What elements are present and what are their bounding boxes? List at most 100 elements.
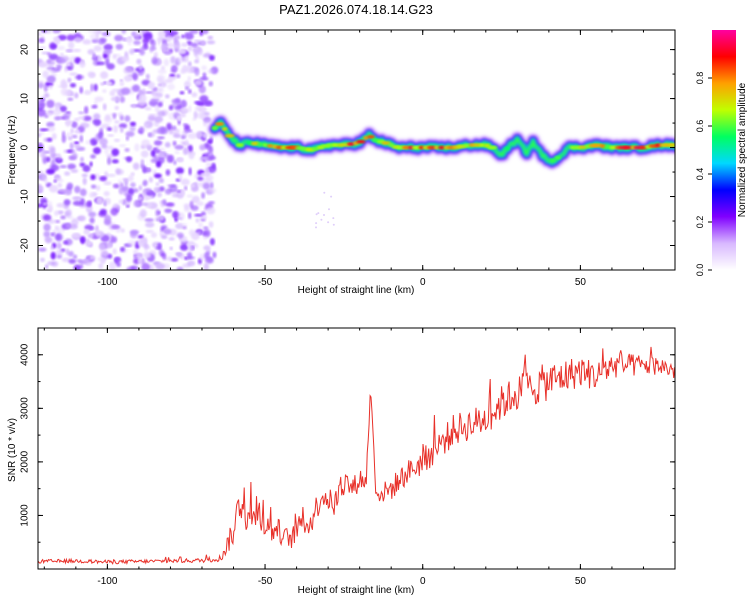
noise-blob xyxy=(202,30,209,35)
noise-blob xyxy=(187,76,191,82)
noise-blob xyxy=(47,126,56,132)
noise-blob xyxy=(83,90,92,95)
noise-blob xyxy=(77,116,86,120)
noise-blob xyxy=(89,33,98,40)
noise-blob xyxy=(150,232,157,238)
noise-blob xyxy=(81,173,88,178)
noise-blob xyxy=(121,30,127,34)
noise-blob xyxy=(90,174,96,181)
noise-blob xyxy=(68,41,75,50)
noise-blob xyxy=(121,185,129,192)
noise-blob xyxy=(168,237,175,241)
noise-blob xyxy=(47,69,56,74)
ridge-peak xyxy=(388,143,395,147)
noise-blob xyxy=(125,131,135,137)
noise-blob xyxy=(79,86,84,94)
noise-blob xyxy=(50,43,57,49)
noise-blob xyxy=(152,170,157,175)
noise-blob xyxy=(180,135,186,140)
noise-blob xyxy=(195,106,202,111)
scatter-speck xyxy=(323,191,326,194)
noise-blob xyxy=(167,76,177,81)
noise-blob xyxy=(84,106,89,114)
scatter-speck xyxy=(330,195,333,198)
noise-blob xyxy=(72,196,82,201)
noise-blob xyxy=(145,229,154,234)
noise-blob xyxy=(48,85,53,90)
noise-blob xyxy=(157,110,166,117)
noise-blob xyxy=(111,159,119,164)
noise-blob xyxy=(38,80,44,84)
noise-blob xyxy=(38,108,46,117)
noise-blob xyxy=(55,233,64,242)
noise-blob xyxy=(176,252,182,258)
noise-blob xyxy=(188,105,192,113)
noise-blob xyxy=(171,211,180,219)
noise-blob xyxy=(56,254,63,259)
noise-blob xyxy=(186,66,194,74)
noise-blob xyxy=(79,162,86,167)
noise-blob xyxy=(176,56,185,64)
noise-blob xyxy=(110,236,118,243)
noise-blob xyxy=(209,55,215,61)
noise-blob xyxy=(191,152,196,155)
noise-blob xyxy=(47,261,56,266)
noise-blob xyxy=(99,137,108,145)
noise-blob xyxy=(143,32,153,41)
noise-blob xyxy=(138,64,143,71)
noise-blob xyxy=(176,232,184,239)
noise-blob xyxy=(143,252,152,259)
noise-blob xyxy=(43,214,52,221)
spectrogram-frame xyxy=(37,29,676,271)
ridge-peak xyxy=(479,143,485,147)
noise-blob xyxy=(149,38,154,44)
y-tick-label: 1000 xyxy=(20,504,31,527)
noise-blob xyxy=(134,143,140,152)
noise-blob xyxy=(38,170,44,175)
noise-blob xyxy=(153,140,163,146)
noise-blob xyxy=(169,246,173,250)
noise-blob xyxy=(61,257,71,263)
noise-blob xyxy=(186,252,193,260)
noise-blob xyxy=(72,48,82,53)
noise-blob xyxy=(135,252,143,261)
noise-blob xyxy=(100,71,109,79)
noise-blob xyxy=(54,210,59,216)
noise-blob xyxy=(162,199,167,206)
noise-blob xyxy=(48,53,59,60)
noise-blob xyxy=(129,229,139,235)
noise-blob xyxy=(209,181,214,190)
colorbar-tick-label: 0.2 xyxy=(695,216,705,229)
ridge-peak xyxy=(381,141,391,145)
ridge-peak xyxy=(434,145,440,150)
noise-blob xyxy=(119,144,126,148)
noise-blob xyxy=(94,96,104,102)
noise-blob xyxy=(191,232,200,241)
noise-blob xyxy=(171,193,179,198)
noise-blob xyxy=(180,99,187,108)
ridge-peak xyxy=(262,143,268,147)
noise-blob xyxy=(129,121,137,127)
noise-blob xyxy=(158,87,164,93)
noise-blob xyxy=(56,58,67,64)
colorbar-tick-label: 0.6 xyxy=(695,120,705,133)
noise-blob xyxy=(56,249,64,255)
noise-field xyxy=(38,30,219,270)
noise-blob xyxy=(61,135,66,144)
noise-blob xyxy=(188,167,192,176)
noise-blob xyxy=(202,182,211,190)
noise-blob xyxy=(168,105,174,111)
noise-blob xyxy=(165,36,173,42)
noise-blob xyxy=(195,218,200,223)
noise-blob xyxy=(113,54,121,57)
ridge-peak xyxy=(221,127,228,131)
ridge-peak xyxy=(569,145,576,150)
noise-blob xyxy=(140,46,149,50)
noise-blob xyxy=(97,131,104,139)
noise-blob xyxy=(74,141,80,145)
noise-blob xyxy=(56,203,66,208)
noise-blob xyxy=(142,189,147,197)
noise-blob xyxy=(163,50,172,56)
noise-blob xyxy=(74,37,82,43)
noise-blob xyxy=(93,113,101,120)
